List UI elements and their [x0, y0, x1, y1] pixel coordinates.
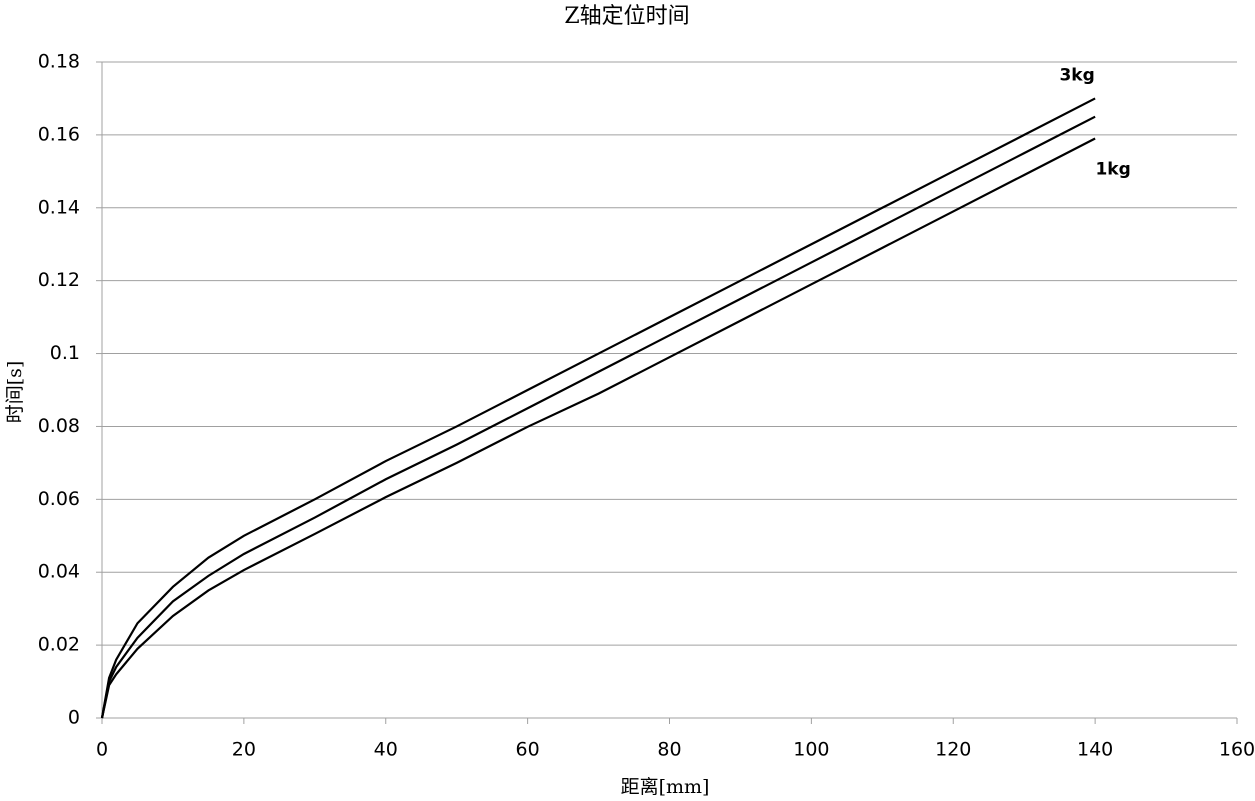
- y-tick-label: 0.16: [38, 123, 80, 145]
- x-tick-label: 60: [516, 739, 540, 761]
- y-tick-label: 0.1: [50, 342, 80, 364]
- x-tick-label: 140: [1077, 739, 1113, 761]
- y-axis-title: 时间[s]: [4, 361, 26, 424]
- y-tick-label: 0: [68, 707, 80, 729]
- chart-title: Z轴定位时间: [564, 4, 689, 29]
- y-tick-label: 0.08: [38, 415, 80, 437]
- x-tick-label: 100: [793, 739, 829, 761]
- x-tick-label: 120: [935, 739, 971, 761]
- y-tick-label: 0.12: [38, 269, 80, 291]
- y-tick-label: 0.06: [38, 488, 80, 510]
- series-line: [100, 97, 1096, 719]
- y-tick-label: 0.02: [38, 634, 80, 656]
- x-tick-label: 0: [96, 739, 108, 761]
- y-tick-label: 0.04: [38, 561, 80, 583]
- x-tick-label: 40: [374, 739, 398, 761]
- y-tick-label: 0.14: [38, 196, 80, 218]
- x-tick-label: 80: [657, 739, 681, 761]
- x-axis-title: 距离[mm]: [621, 776, 710, 798]
- y-tick-label: 0.18: [38, 51, 80, 73]
- series-label: 3kg: [1059, 65, 1094, 85]
- series-label: 1kg: [1095, 160, 1130, 180]
- series-line: [100, 115, 1096, 719]
- x-tick-label: 20: [232, 739, 256, 761]
- x-tick-label: 160: [1219, 739, 1255, 761]
- series-line: [100, 137, 1096, 719]
